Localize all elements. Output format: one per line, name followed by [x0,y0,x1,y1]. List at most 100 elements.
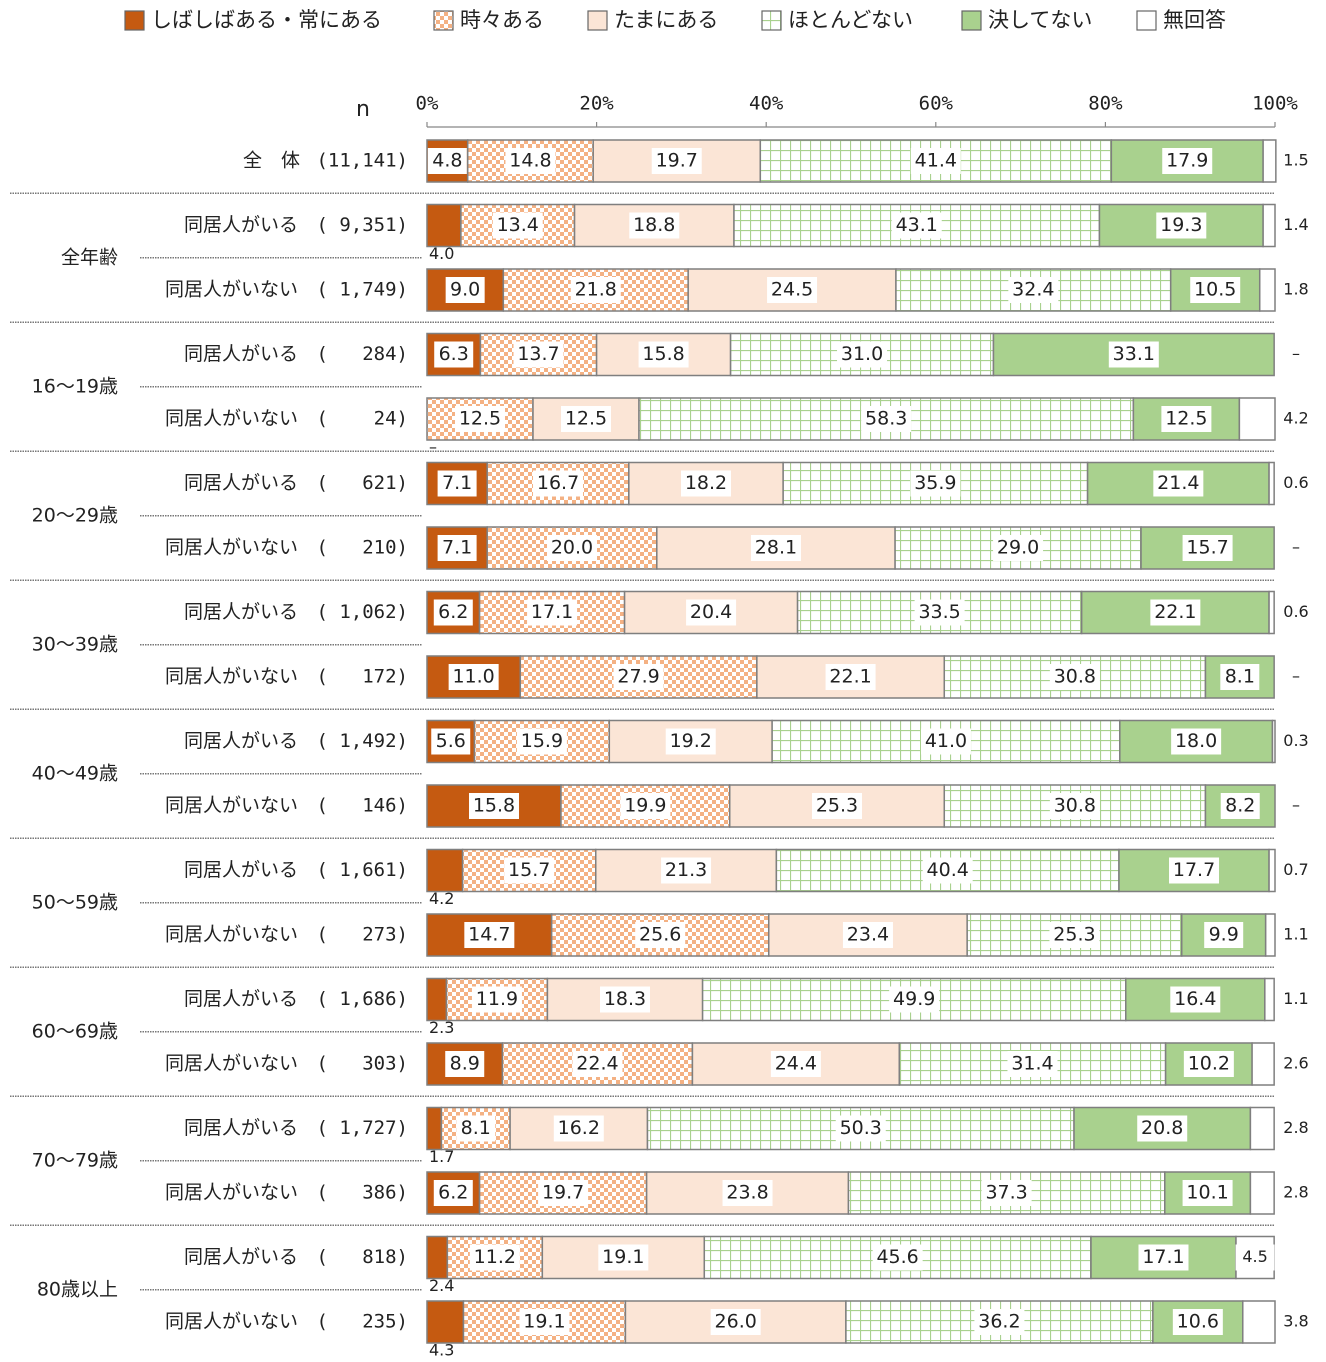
value-label: 20.8 [1141,1117,1183,1139]
bar-segment [1251,1042,1275,1086]
value-label-bg [1150,599,1201,626]
value-label: 9.0 [450,279,480,301]
bar-segment [1242,1300,1276,1344]
row-label: 同居人がいない [165,408,298,430]
bar-segment [1264,913,1276,957]
legend-label: たまにある [614,8,718,32]
value-label-bg [1170,986,1221,1013]
value-label: 0.3 [1283,731,1308,750]
row-n: ( 303) [316,1053,408,1075]
group-label: 80歳以上 [37,1278,118,1300]
value-label-bg [910,148,961,174]
value-label: 5.6 [436,730,466,752]
bar-segment [1262,203,1276,248]
row-label: 同居人がいない [165,666,298,688]
value-label: 18.3 [604,988,646,1010]
value-label: 11.2 [474,1246,516,1268]
value-label: 19.9 [624,795,666,817]
value-label: 18.8 [633,214,675,236]
value-label: 1.7 [429,1147,454,1166]
value-label-bg [1162,148,1213,174]
value-label-bg [448,664,499,690]
value-label-bg [629,212,680,239]
value-label: 27.9 [617,666,659,688]
row-n: ( 1,062) [316,601,408,623]
value-label-bg [661,857,712,884]
row-n: ( 386) [316,1182,408,1204]
value-label-bg [1169,857,1220,884]
value-label: 41.0 [925,730,967,752]
value-label: 12.5 [1165,408,1207,430]
value-label-bg [455,406,505,432]
value-label: 20.0 [551,537,593,559]
row-label: 同居人がいる [184,730,298,752]
value-label-bg [1182,535,1233,561]
value-label-bg [600,986,651,1013]
value-label-bg [445,277,485,303]
value-label-bg [1049,793,1100,819]
value-label: 15.8 [642,343,684,365]
row-label: 同居人がいない [165,537,298,559]
row-label: 同居人がいる [184,1117,298,1139]
row-n: ( 818) [316,1246,408,1268]
value-label-bg [767,277,818,303]
value-label-bg [433,1180,473,1206]
row-n: ( 273) [316,924,408,946]
row-n: ( 1,749) [316,279,408,301]
value-label: 23.4 [847,924,889,946]
value-label: 15.8 [473,795,515,817]
group-label: 30〜39歳 [32,633,118,655]
value-label: 37.3 [985,1182,1027,1204]
value-label-bg [1156,212,1207,239]
value-label: 13.4 [497,214,539,236]
value-label-bg [433,599,473,626]
bar-segment [1258,268,1276,312]
value-label: 18.2 [685,472,727,494]
value-label: 17.9 [1166,150,1208,172]
value-label: 17.1 [531,601,573,623]
legend-label: 無回答 [1163,8,1226,32]
x-tick-label: 80% [1088,93,1123,115]
row-label: 同居人がいない [165,1311,298,1333]
value-label-bg [872,1244,923,1271]
row-label: 同居人がいる [184,472,298,494]
value-label-bg [651,148,702,174]
row-label: 同居人がいる [184,859,298,881]
bar-segment [1268,590,1275,635]
value-label: 2.4 [429,1276,454,1295]
value-label-bg [837,341,888,368]
value-label: 6.2 [438,601,468,623]
row-label: 同居人がいない [165,795,298,817]
value-label-bg [504,857,555,884]
value-label-bg [431,728,471,755]
value-label-bg [513,341,564,368]
row-n: ( 172) [316,666,408,688]
value-label-bg [981,1180,1032,1206]
value-label: 14.7 [468,924,510,946]
value-label-bg [812,793,863,819]
value-label: 19.1 [523,1311,565,1333]
bar-segment [426,1235,449,1280]
value-label: 13.7 [517,343,559,365]
value-label: 4.0 [429,244,454,263]
row-label: 同居人がいない [165,279,298,301]
value-label-bg [1182,1180,1233,1206]
value-label: 31.0 [841,343,883,365]
legend-swatch [124,10,145,31]
value-label-bg [547,535,598,561]
value-label-bg [1220,793,1260,819]
value-label: 12.5 [565,408,607,430]
value-label: 1.8 [1283,280,1308,299]
legend-swatch [1136,10,1157,31]
value-label: 16.2 [558,1117,600,1139]
value-label: 15.7 [508,859,550,881]
bar-segment [1268,461,1275,506]
legend-swatch [433,10,454,31]
value-label: 10.1 [1186,1182,1228,1204]
value-label-bg [519,1309,570,1335]
value-label: 2.3 [429,1018,454,1037]
value-label-bg [445,1051,485,1077]
value-label: 29.0 [997,537,1039,559]
value-label-bg [516,728,567,755]
